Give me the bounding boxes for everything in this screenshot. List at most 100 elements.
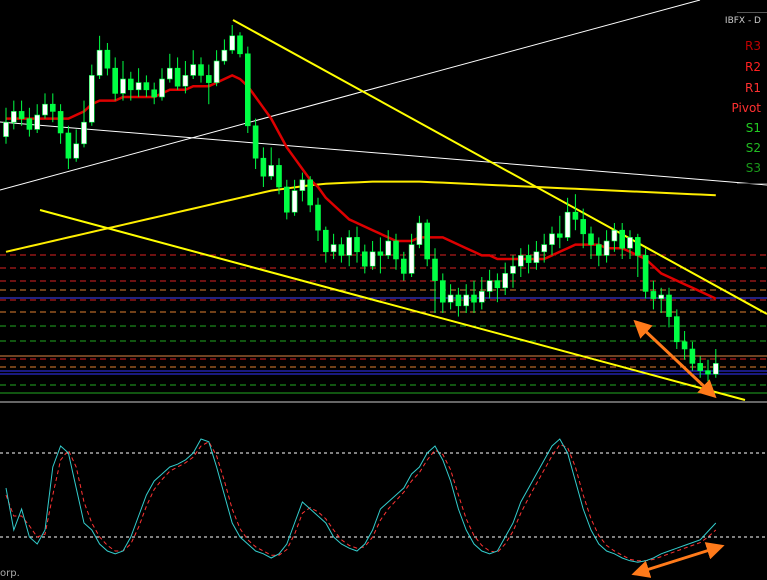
candle bbox=[361, 244, 368, 274]
candle bbox=[611, 223, 618, 252]
candle bbox=[151, 82, 157, 105]
candle-body bbox=[619, 229, 626, 249]
candle bbox=[89, 64, 95, 126]
candle-body bbox=[229, 35, 235, 51]
candle bbox=[556, 215, 563, 249]
candle bbox=[603, 230, 610, 263]
candle-body bbox=[517, 255, 524, 267]
candle bbox=[478, 277, 485, 310]
candle-body bbox=[681, 341, 688, 350]
candle bbox=[81, 100, 87, 148]
candle bbox=[252, 118, 259, 169]
candle-body bbox=[354, 237, 360, 253]
candle-body bbox=[112, 67, 118, 94]
candle bbox=[432, 248, 438, 313]
candle bbox=[307, 176, 314, 213]
candle bbox=[120, 61, 126, 101]
candle bbox=[393, 233, 399, 270]
candle-body bbox=[322, 229, 329, 253]
candle-body bbox=[486, 280, 493, 292]
candle-body bbox=[268, 165, 275, 177]
candle bbox=[143, 75, 150, 97]
candle-body bbox=[307, 179, 314, 206]
candle bbox=[206, 64, 212, 105]
candle-body bbox=[658, 294, 665, 299]
candle bbox=[564, 197, 571, 241]
candle bbox=[18, 100, 25, 126]
candle-body bbox=[580, 219, 587, 235]
candle-body bbox=[705, 370, 711, 375]
candle bbox=[408, 233, 415, 277]
candle bbox=[221, 39, 228, 65]
candle bbox=[42, 93, 48, 119]
candle-body bbox=[338, 244, 345, 256]
candle-body bbox=[603, 240, 610, 256]
candle bbox=[346, 230, 353, 267]
candle-body bbox=[221, 49, 228, 62]
candle-body bbox=[174, 67, 181, 87]
candle-body bbox=[439, 280, 446, 303]
candle-body bbox=[494, 280, 501, 289]
candle-body bbox=[26, 118, 33, 130]
candle bbox=[11, 100, 17, 130]
candle-body bbox=[572, 211, 579, 220]
candle bbox=[681, 331, 688, 360]
candle bbox=[627, 230, 633, 259]
candle bbox=[533, 241, 540, 270]
stochastic-oscillator bbox=[0, 438, 767, 563]
candle-body bbox=[151, 89, 157, 98]
candle bbox=[198, 57, 204, 83]
candle bbox=[400, 251, 407, 281]
candle bbox=[190, 50, 196, 79]
candle-body bbox=[34, 114, 41, 130]
candle bbox=[439, 273, 446, 313]
candle bbox=[96, 35, 103, 79]
candle-body bbox=[666, 294, 672, 317]
candle-body bbox=[283, 186, 290, 213]
candle-body bbox=[128, 78, 134, 91]
candle-body bbox=[276, 165, 282, 188]
pivot-panel: IBFX - D R3 R2 R1 Pivot S1 S2 S3 bbox=[725, 12, 767, 184]
candle-body bbox=[245, 53, 251, 127]
candle bbox=[619, 223, 626, 259]
candle bbox=[502, 262, 509, 295]
candle bbox=[455, 287, 462, 317]
candle-body bbox=[595, 244, 602, 256]
candle bbox=[510, 255, 516, 288]
candle bbox=[525, 244, 532, 274]
candle-body bbox=[252, 125, 259, 159]
candle-body bbox=[299, 179, 306, 191]
divergence-arrows bbox=[631, 319, 725, 578]
candle-body bbox=[3, 121, 9, 137]
ma-slow-line bbox=[5, 180, 716, 253]
candle bbox=[642, 248, 649, 299]
ma-fast-line bbox=[6, 74, 717, 300]
candle bbox=[26, 107, 33, 137]
candle bbox=[338, 237, 345, 263]
candle bbox=[650, 280, 657, 310]
candle bbox=[229, 25, 235, 54]
candle-body bbox=[416, 222, 423, 245]
pivot-label-s1: S1 bbox=[745, 121, 761, 135]
candle-body bbox=[135, 82, 142, 91]
candle-body bbox=[89, 75, 95, 123]
candle bbox=[322, 226, 329, 263]
candles bbox=[3, 25, 719, 382]
candle-body bbox=[73, 143, 79, 159]
candle-body bbox=[432, 258, 438, 281]
candle bbox=[299, 172, 306, 202]
candle-body bbox=[120, 78, 126, 94]
candle-body bbox=[611, 229, 618, 242]
candle bbox=[49, 93, 56, 123]
candle bbox=[494, 273, 501, 303]
candle bbox=[291, 179, 298, 216]
white-trendline-down bbox=[0, 121, 767, 186]
candle-body bbox=[650, 291, 657, 299]
pivot-label-r2: R2 bbox=[745, 60, 761, 74]
candle bbox=[666, 287, 672, 328]
candle-body bbox=[642, 255, 649, 292]
candle bbox=[673, 309, 680, 349]
candle bbox=[34, 104, 41, 133]
candle-body bbox=[510, 265, 516, 274]
